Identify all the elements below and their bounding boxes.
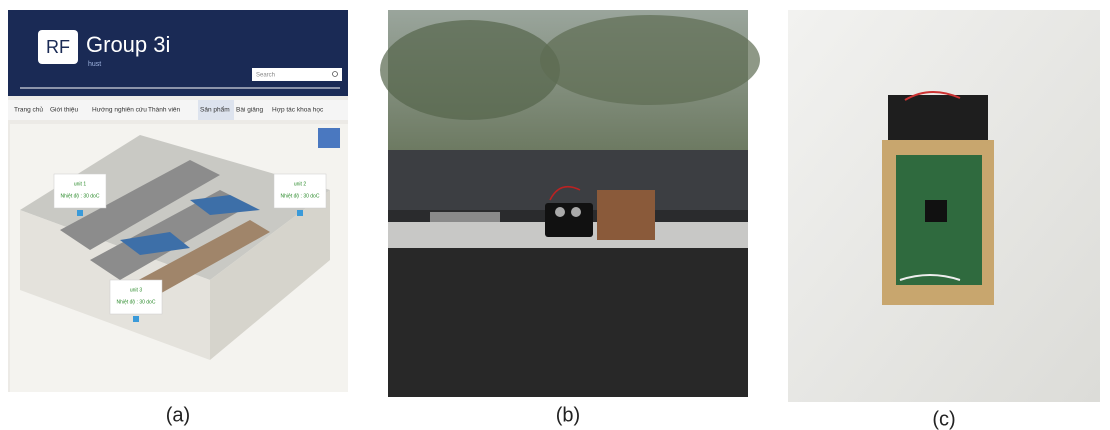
unit-card[interactable]	[110, 280, 162, 314]
panel-c	[788, 10, 1100, 402]
caption: (a)	[166, 404, 190, 426]
brand-sub: hust	[88, 61, 101, 68]
unit-name: unit 1	[74, 181, 86, 187]
unit-reading: Nhiệt độ : 30 doC	[281, 193, 320, 199]
object	[430, 212, 500, 222]
panel-a: RF Group 3i hust Search Trang chủ Giới th…	[8, 10, 348, 392]
unit-card[interactable]	[274, 174, 326, 208]
battery-holder	[888, 95, 988, 145]
unit-reading: Nhiệt độ : 30 doC	[61, 193, 100, 199]
battery-box	[545, 203, 593, 237]
nav-item[interactable]: Sản phẩm	[200, 106, 230, 114]
brand: Group 3i	[86, 32, 170, 57]
unit-name: unit 2	[294, 181, 306, 187]
unit-card[interactable]	[54, 174, 106, 208]
battery	[571, 207, 581, 217]
icon[interactable]	[318, 128, 340, 148]
nav-item[interactable]: Giới thiệu	[50, 107, 78, 114]
foliage	[380, 20, 560, 120]
caption: (b)	[556, 404, 580, 426]
device-box	[597, 190, 655, 240]
caption: (c)	[932, 408, 955, 430]
nav-item[interactable]: Hướng nghiên cứu	[92, 107, 147, 114]
unit-marker	[297, 210, 303, 216]
unit-marker	[133, 316, 139, 322]
foliage	[540, 15, 760, 105]
panel-b	[380, 10, 760, 397]
window-frame	[388, 150, 748, 210]
nav-item[interactable]: Trang chủ	[14, 106, 43, 114]
battery	[555, 207, 565, 217]
unit-marker	[77, 210, 83, 216]
figure: RF Group 3i hust Search Trang chủ Giới th…	[0, 0, 1110, 430]
unit-name: unit 3	[130, 287, 142, 293]
chip	[925, 200, 947, 222]
wall	[388, 248, 748, 397]
nav-item[interactable]: Bài giảng	[236, 107, 263, 114]
nav-item[interactable]: Thành viên	[148, 107, 181, 114]
search-placeholder: Search	[256, 73, 275, 79]
nav-item[interactable]: Hợp tác khoa học	[272, 107, 324, 114]
logo: RF	[46, 37, 70, 57]
unit-reading: Nhiệt độ : 30 doC	[117, 299, 156, 305]
